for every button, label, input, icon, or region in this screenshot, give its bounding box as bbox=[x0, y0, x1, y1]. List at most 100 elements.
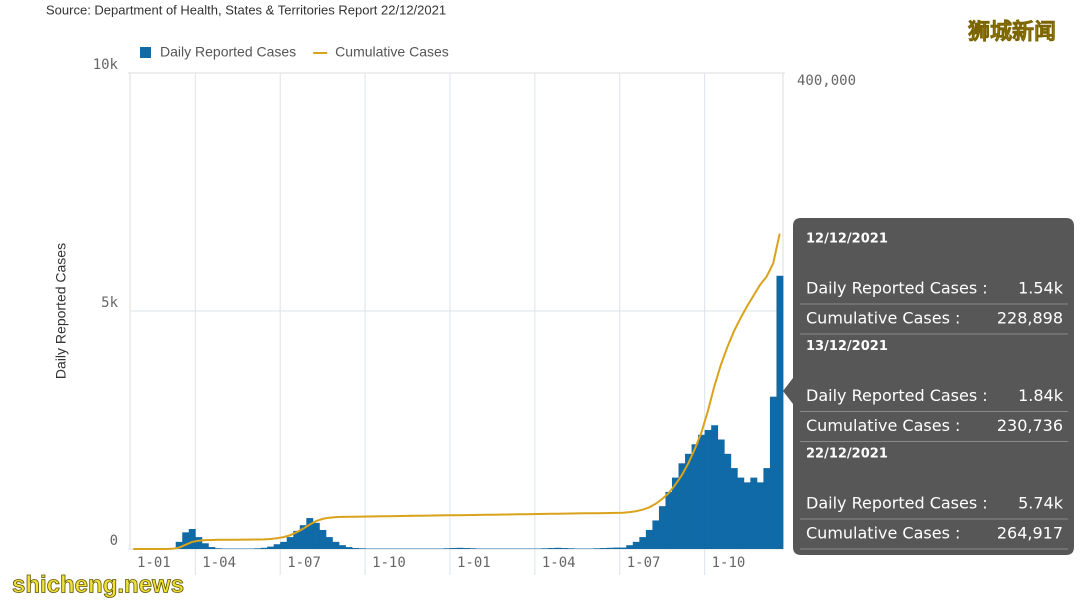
x-tick-label: 1-04 bbox=[202, 555, 236, 571]
tooltip-date: 13/12/2021 bbox=[806, 339, 888, 354]
bar bbox=[685, 453, 692, 549]
y2-tick-label: 400,000 bbox=[797, 73, 856, 89]
y-tick-label: 10k bbox=[93, 57, 119, 73]
x-tick-label: 1-01 bbox=[457, 555, 491, 571]
bar bbox=[214, 548, 222, 549]
tooltip-label: Cumulative Cases : bbox=[806, 524, 960, 543]
bar bbox=[443, 548, 451, 549]
bar bbox=[293, 530, 301, 549]
bar bbox=[345, 547, 353, 549]
bar bbox=[639, 537, 647, 549]
bar bbox=[756, 482, 764, 549]
bar bbox=[449, 548, 457, 549]
bar bbox=[613, 547, 621, 549]
bar bbox=[208, 547, 216, 549]
y-tick-label: 5k bbox=[101, 295, 118, 311]
bar bbox=[711, 425, 719, 549]
bar bbox=[678, 463, 686, 549]
bar bbox=[724, 453, 732, 549]
bar bbox=[352, 548, 359, 549]
tooltip-date: 22/12/2021 bbox=[806, 447, 888, 462]
bar bbox=[600, 548, 608, 549]
bar bbox=[195, 537, 203, 549]
bar bbox=[750, 477, 758, 549]
tooltip-label: Cumulative Cases : bbox=[806, 309, 960, 328]
tooltip-label: Daily Reported Cases : bbox=[806, 279, 988, 298]
bar bbox=[626, 545, 634, 549]
bar bbox=[769, 396, 777, 549]
bar bbox=[547, 548, 555, 549]
bar bbox=[730, 468, 738, 549]
bar bbox=[175, 541, 183, 549]
bar bbox=[319, 529, 327, 549]
bar bbox=[286, 537, 294, 549]
bar bbox=[737, 477, 745, 549]
bar bbox=[254, 548, 261, 549]
tooltip-value: 1.54k bbox=[1018, 279, 1064, 298]
legend-label: Cumulative Cases bbox=[335, 44, 449, 60]
bar bbox=[658, 506, 666, 549]
bar bbox=[704, 430, 712, 549]
tooltip-date: 12/12/2021 bbox=[806, 232, 888, 247]
tooltip-label: Daily Reported Cases : bbox=[806, 494, 988, 513]
bar bbox=[776, 275, 784, 549]
bar bbox=[671, 477, 679, 549]
tooltip-value: 1.84k bbox=[1018, 386, 1064, 405]
bar bbox=[567, 548, 575, 549]
x-tick-label: 1-10 bbox=[372, 555, 406, 571]
bar bbox=[338, 545, 346, 549]
bar bbox=[541, 548, 549, 549]
y-tick-label: 0 bbox=[110, 533, 118, 549]
bar bbox=[273, 544, 281, 549]
x-tick-label: 1-10 bbox=[712, 555, 746, 571]
bar bbox=[182, 532, 190, 549]
bar bbox=[691, 444, 699, 549]
bar bbox=[463, 548, 470, 549]
tooltip-value: 230,736 bbox=[997, 416, 1063, 435]
legend-label: Daily Reported Cases bbox=[160, 44, 296, 60]
bar bbox=[332, 541, 340, 549]
bar bbox=[632, 541, 640, 549]
tooltip-value: 5.74k bbox=[1018, 494, 1064, 513]
watermark: 狮城新闻 bbox=[968, 19, 1056, 44]
bar bbox=[312, 522, 320, 549]
bar bbox=[763, 468, 771, 549]
tooltip-value: 228,898 bbox=[997, 309, 1063, 328]
legend-swatch bbox=[140, 47, 151, 58]
bar bbox=[280, 541, 288, 549]
bar bbox=[201, 543, 209, 549]
bar bbox=[593, 548, 601, 549]
tooltip-box bbox=[783, 218, 1074, 555]
watermark: shicheng.news bbox=[12, 571, 184, 598]
bar bbox=[743, 482, 751, 549]
x-tick-label: 1-01 bbox=[137, 555, 171, 571]
bar bbox=[325, 537, 333, 549]
x-tick-label: 1-04 bbox=[542, 555, 576, 571]
bar bbox=[358, 548, 366, 549]
bar bbox=[619, 547, 627, 549]
bar bbox=[299, 525, 307, 549]
line bbox=[133, 233, 781, 550]
bar bbox=[469, 548, 477, 549]
bar bbox=[267, 546, 275, 549]
x-tick-label: 1-07 bbox=[287, 555, 321, 571]
tooltip-label: Cumulative Cases : bbox=[806, 416, 960, 435]
bar bbox=[698, 434, 706, 549]
bar bbox=[188, 529, 196, 549]
tooltip-value: 264,917 bbox=[997, 524, 1063, 543]
bar bbox=[456, 547, 464, 549]
bar bbox=[560, 548, 568, 549]
bar bbox=[717, 439, 725, 549]
x-tick-label: 1-07 bbox=[627, 555, 661, 571]
bar bbox=[665, 491, 673, 549]
tooltip: 12/12/2021 Daily Reported Cases : 1.54k Cum… bbox=[783, 218, 1074, 555]
bar bbox=[260, 547, 268, 549]
bar bbox=[645, 529, 653, 549]
y-axis-title: Daily Reported Cases bbox=[53, 243, 69, 379]
bar bbox=[306, 518, 314, 549]
bar bbox=[554, 547, 562, 549]
bar bbox=[606, 547, 614, 549]
chart-subtitle: Source: Department of Health, States & T… bbox=[46, 2, 446, 17]
tooltip-label: Daily Reported Cases : bbox=[806, 386, 988, 405]
